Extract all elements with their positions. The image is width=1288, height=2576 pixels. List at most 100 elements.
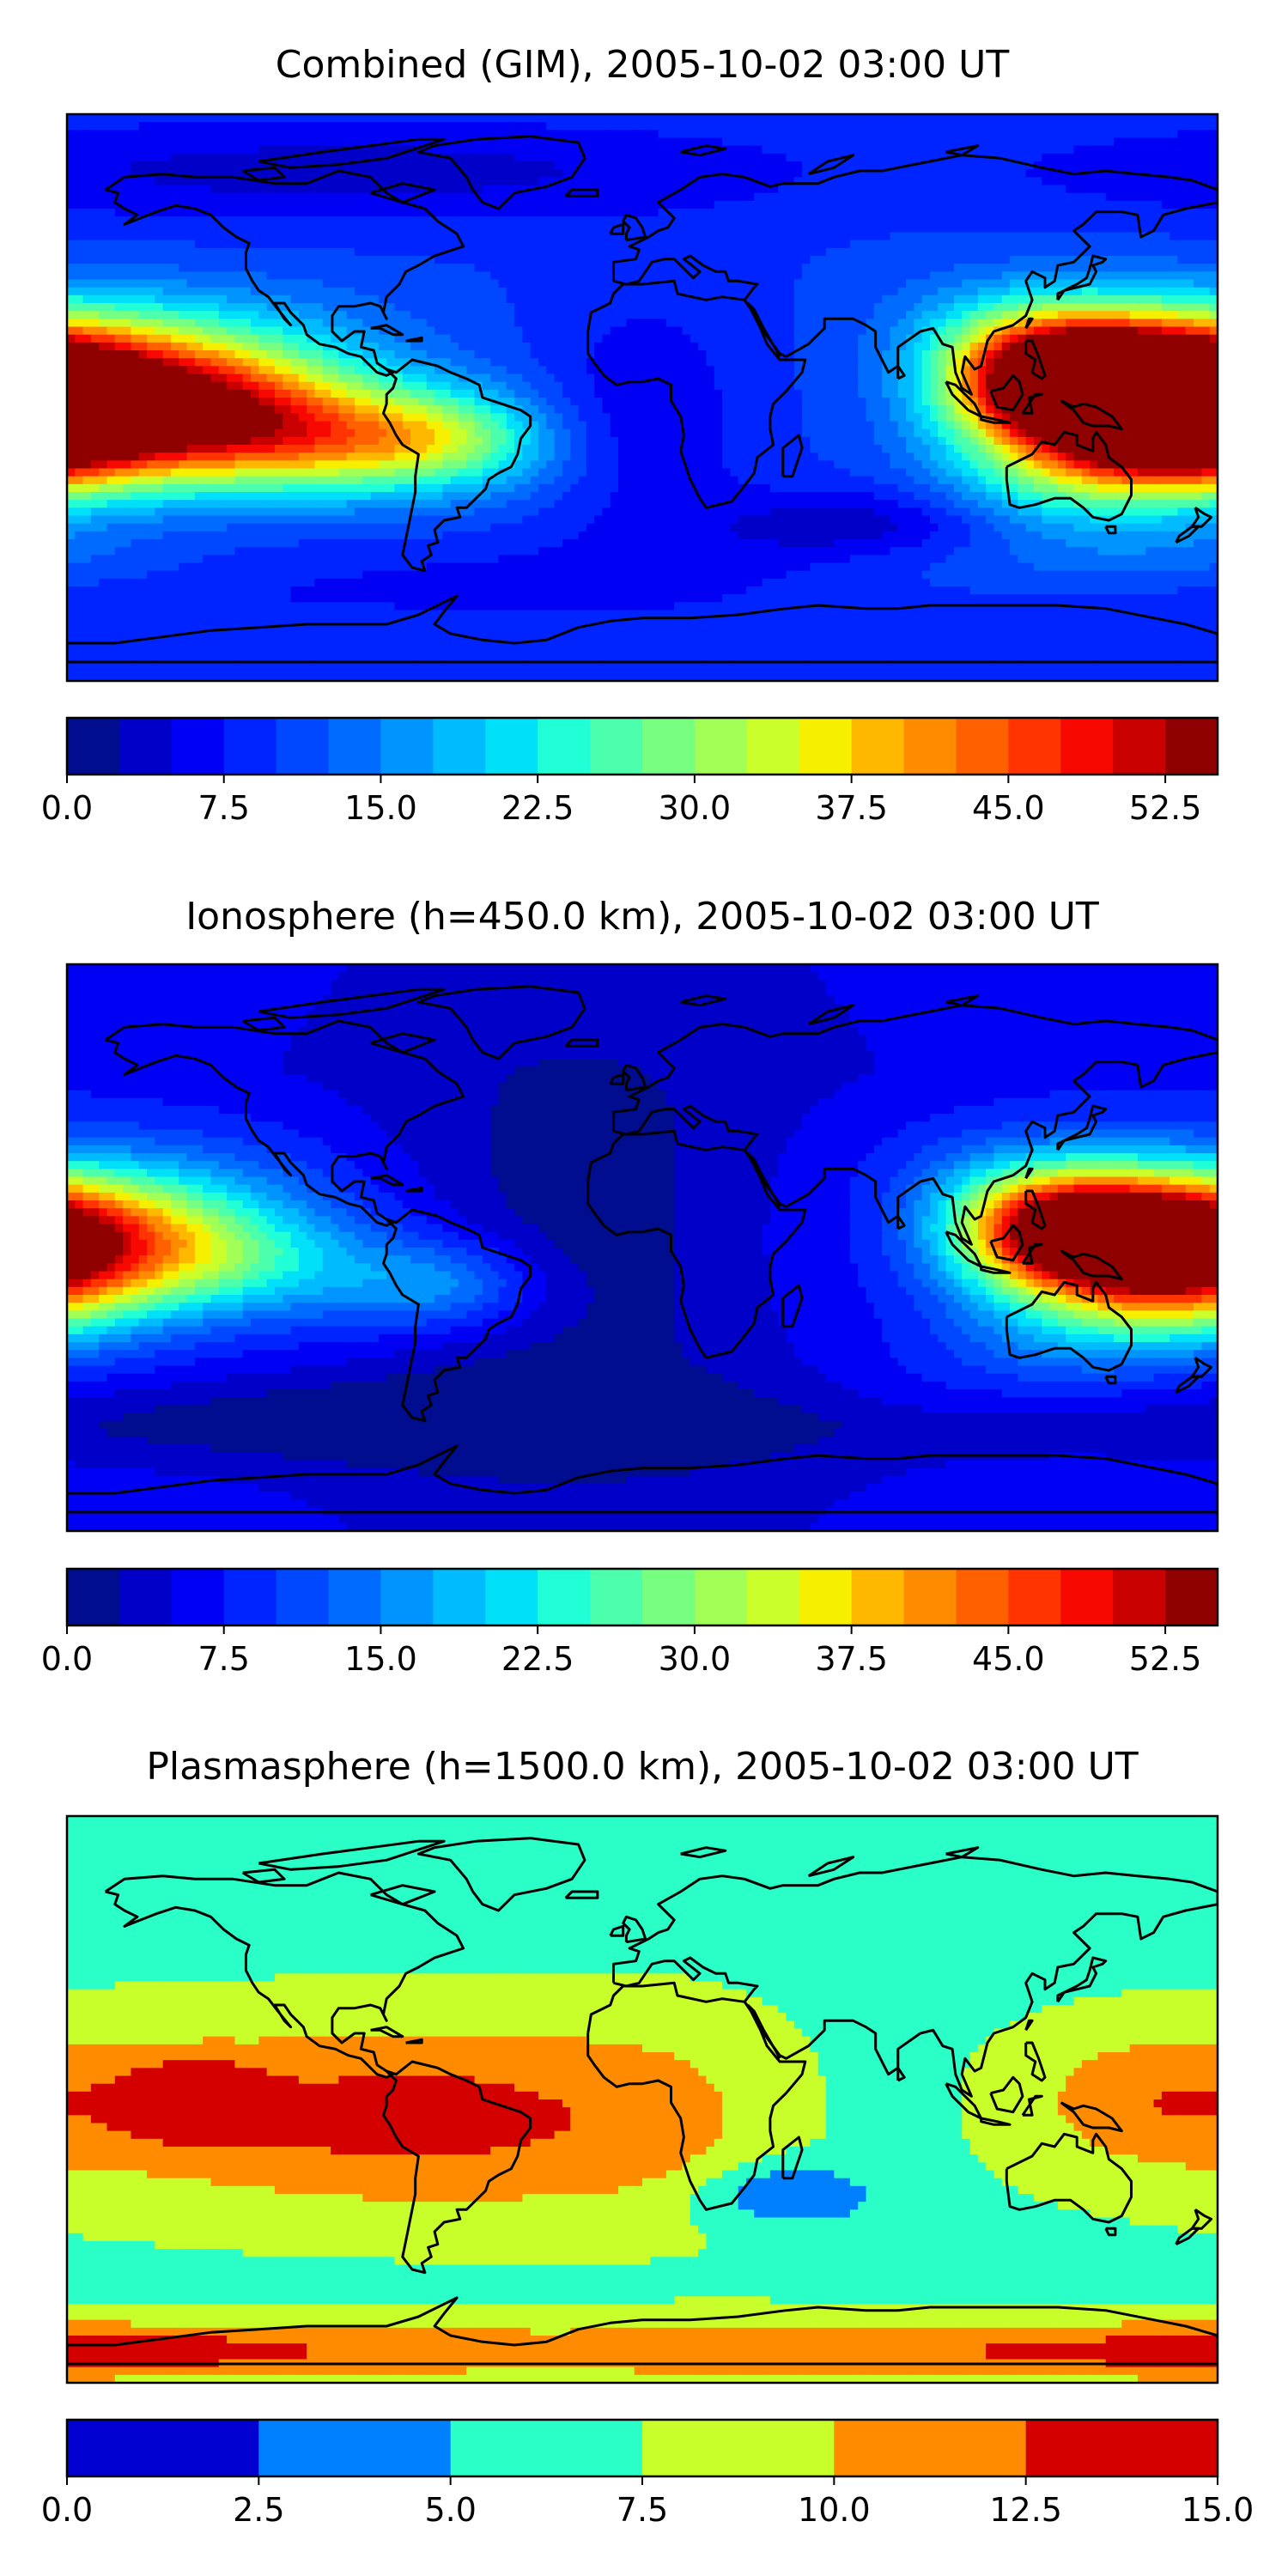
field-cell bbox=[793, 381, 803, 391]
field-cell bbox=[1073, 342, 1083, 351]
field-cell bbox=[458, 271, 467, 281]
field-cell bbox=[1066, 374, 1075, 383]
field-cell bbox=[1185, 287, 1194, 296]
field-cell bbox=[1137, 200, 1146, 210]
field-cell bbox=[1121, 295, 1131, 304]
field-cell bbox=[858, 381, 867, 391]
field-cell bbox=[155, 216, 164, 225]
field-cell bbox=[930, 232, 939, 241]
field-cell bbox=[930, 224, 939, 234]
field-cell bbox=[162, 122, 172, 131]
field-cell bbox=[1145, 264, 1155, 272]
field-cell bbox=[858, 295, 867, 304]
field-cell bbox=[769, 177, 779, 186]
field-cell bbox=[322, 177, 331, 186]
field-cell bbox=[1001, 216, 1011, 225]
field-cell bbox=[602, 271, 611, 281]
field-cell bbox=[586, 161, 595, 170]
field-cell bbox=[506, 209, 515, 217]
field-cell bbox=[131, 287, 140, 296]
field-cell bbox=[1057, 169, 1066, 178]
field-cell bbox=[1194, 153, 1202, 162]
field-cell bbox=[786, 232, 795, 241]
field-cell bbox=[778, 358, 787, 367]
field-cell bbox=[155, 334, 164, 343]
field-cell bbox=[570, 374, 580, 383]
field-cell bbox=[458, 224, 467, 234]
field-cell bbox=[1177, 209, 1187, 217]
field-cell bbox=[114, 303, 124, 312]
field-cell bbox=[1033, 145, 1042, 155]
field-cell bbox=[402, 264, 411, 272]
field-cell bbox=[674, 130, 683, 139]
field-cell bbox=[170, 295, 179, 304]
field-cell bbox=[754, 247, 763, 257]
field-cell bbox=[1129, 240, 1139, 249]
field-cell bbox=[290, 153, 300, 162]
field-cell bbox=[1073, 130, 1083, 139]
field-cell bbox=[1137, 350, 1146, 359]
field-cell bbox=[378, 169, 387, 178]
field-cell bbox=[826, 122, 835, 131]
field-cell bbox=[1042, 209, 1051, 217]
field-cell bbox=[849, 114, 859, 123]
field-cell bbox=[642, 145, 651, 155]
field-cell bbox=[562, 130, 571, 139]
field-cell bbox=[849, 256, 859, 264]
field-cell bbox=[114, 264, 124, 272]
field-cell bbox=[594, 295, 604, 304]
field-cell bbox=[1090, 185, 1099, 194]
field-cell bbox=[578, 326, 587, 336]
field-cell bbox=[841, 232, 851, 241]
field-cell bbox=[714, 287, 723, 296]
field-cell bbox=[945, 334, 955, 343]
field-cell bbox=[602, 137, 611, 147]
field-cell bbox=[234, 161, 244, 170]
field-cell bbox=[450, 185, 459, 194]
field-cell bbox=[346, 334, 355, 343]
field-cell bbox=[714, 381, 723, 391]
field-cell bbox=[554, 279, 563, 289]
field-cell bbox=[953, 358, 963, 367]
field-cell bbox=[658, 326, 667, 336]
field-cell bbox=[530, 247, 539, 257]
field-cell bbox=[914, 216, 923, 225]
field-cell bbox=[1090, 122, 1099, 131]
field-cell bbox=[945, 122, 955, 131]
field-cell bbox=[203, 311, 212, 319]
field-cell bbox=[67, 350, 76, 359]
field-cell bbox=[1105, 216, 1115, 225]
field-cell bbox=[858, 247, 867, 257]
field-cell bbox=[1185, 161, 1194, 170]
field-cell bbox=[578, 381, 587, 391]
field-cell bbox=[1066, 177, 1075, 186]
field-cell bbox=[962, 200, 971, 210]
field-cell bbox=[986, 177, 995, 186]
field-cell bbox=[914, 137, 923, 147]
field-cell bbox=[179, 374, 188, 383]
field-cell bbox=[578, 295, 587, 304]
field-cell bbox=[522, 192, 532, 202]
field-cell bbox=[99, 326, 108, 336]
field-cell bbox=[1097, 350, 1107, 359]
field-cell bbox=[138, 161, 148, 170]
field-cell bbox=[817, 137, 827, 147]
field-cell bbox=[969, 177, 979, 186]
field-cell bbox=[738, 122, 747, 131]
field-cell bbox=[1145, 256, 1155, 264]
field-cell bbox=[618, 319, 627, 328]
field-cell bbox=[890, 358, 899, 367]
field-cell bbox=[179, 311, 188, 319]
field-cell bbox=[538, 319, 547, 328]
field-cell bbox=[418, 303, 428, 312]
field-cell bbox=[986, 295, 995, 304]
field-cell bbox=[218, 374, 228, 383]
field-cell bbox=[394, 153, 404, 162]
field-cell bbox=[179, 216, 188, 225]
field-cell bbox=[554, 264, 563, 272]
field-cell bbox=[210, 342, 220, 351]
field-cell bbox=[338, 264, 348, 272]
field-cell bbox=[274, 342, 283, 351]
field-cell bbox=[307, 192, 316, 202]
field-cell bbox=[482, 279, 491, 289]
